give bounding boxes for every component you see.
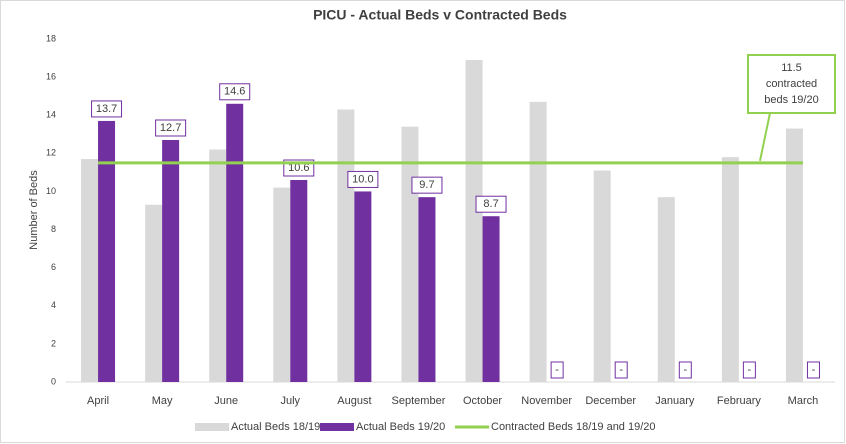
data-label-box xyxy=(475,195,507,213)
annotation-text: contracted xyxy=(766,78,817,90)
y-tick-label: 10 xyxy=(46,186,56,196)
data-label: 8.7 xyxy=(483,198,498,210)
data-label-box xyxy=(91,100,123,118)
legend-label: Actual Beds 19/20 xyxy=(356,421,445,433)
x-tick-label: July xyxy=(281,395,301,407)
data-label: 9.7 xyxy=(419,179,434,191)
x-tick-label: November xyxy=(521,395,572,407)
legend-label: Contracted Beds 18/19 and 19/20 xyxy=(491,421,656,433)
legend-swatch xyxy=(195,423,229,431)
data-label-box xyxy=(219,83,251,101)
y-tick-label: 0 xyxy=(51,376,56,386)
data-label-box xyxy=(347,170,379,188)
x-tick-label: October xyxy=(463,395,502,407)
y-axis-label: Number of Beds xyxy=(28,170,40,250)
bar xyxy=(81,159,99,382)
y-tick-label: 16 xyxy=(46,71,56,81)
data-label-box xyxy=(806,361,820,379)
data-label-box xyxy=(742,361,756,379)
y-tick-label: 2 xyxy=(51,338,56,348)
bar xyxy=(226,103,244,383)
bar xyxy=(529,101,547,382)
y-tick-label: 18 xyxy=(46,33,56,43)
bar xyxy=(209,149,227,382)
bar xyxy=(145,204,163,382)
bar xyxy=(98,120,116,382)
data-label-box xyxy=(155,119,187,137)
data-label: - xyxy=(812,364,816,376)
x-tick-label: May xyxy=(152,395,173,407)
bar xyxy=(785,128,803,382)
bar xyxy=(482,216,500,382)
data-label: 14.6 xyxy=(224,86,245,98)
data-label: - xyxy=(683,364,687,376)
x-tick-label: December xyxy=(585,395,636,407)
x-tick-label: March xyxy=(788,395,819,407)
data-label: - xyxy=(619,364,623,376)
bar xyxy=(721,157,739,382)
bar xyxy=(162,139,180,382)
x-tick-label: April xyxy=(87,395,109,407)
x-tick-label: February xyxy=(717,395,762,407)
data-label: 10.0 xyxy=(352,173,373,185)
y-tick-label: 6 xyxy=(51,262,56,272)
bar xyxy=(465,59,483,382)
bar xyxy=(337,109,355,382)
bar xyxy=(401,126,419,383)
legend-swatch xyxy=(320,423,354,431)
data-label-box xyxy=(550,361,564,379)
legend-label: Actual Beds 18/19 xyxy=(231,421,320,433)
y-tick-label: 14 xyxy=(46,110,56,120)
bar xyxy=(290,180,308,382)
x-tick-label: September xyxy=(392,395,446,407)
x-tick-label: June xyxy=(214,395,238,407)
annotation-arrow xyxy=(759,112,771,162)
data-label: 10.6 xyxy=(288,162,309,174)
annotation-box xyxy=(747,54,836,114)
data-label: - xyxy=(748,364,752,376)
data-label: 12.7 xyxy=(160,122,181,134)
y-tick-label: 12 xyxy=(46,148,56,158)
x-tick-label: January xyxy=(655,395,695,407)
annotation-text: 11.5 xyxy=(781,62,802,74)
bar xyxy=(657,197,675,382)
data-label-box xyxy=(614,361,628,379)
bar xyxy=(354,191,372,382)
bar xyxy=(273,187,291,382)
y-tick-label: 4 xyxy=(51,300,56,310)
x-tick-label: August xyxy=(337,395,371,407)
y-tick-label: 8 xyxy=(51,224,56,234)
bar xyxy=(593,170,611,382)
data-label-box xyxy=(678,361,692,379)
data-label: 13.7 xyxy=(96,103,117,115)
data-label: - xyxy=(555,364,559,376)
bar xyxy=(418,197,436,382)
chart-title: PICU - Actual Beds v Contracted Beds xyxy=(313,7,567,23)
annotation-text: beds 19/20 xyxy=(764,94,818,106)
data-label-box xyxy=(411,176,443,194)
